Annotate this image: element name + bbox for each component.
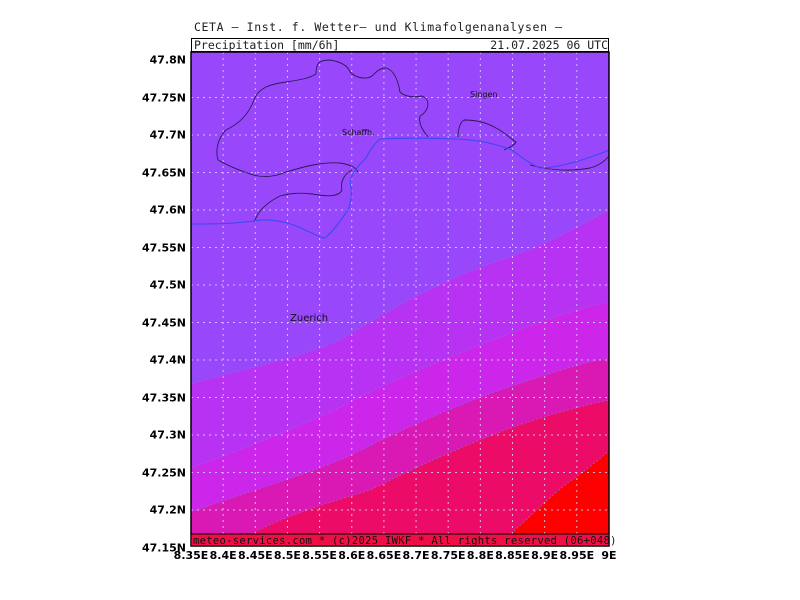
lon-tick-label: 8.65E: [366, 549, 402, 562]
field-label: Precipitation_[mm/6h]: [194, 38, 340, 52]
lat-tick-label: 47.55N: [142, 241, 186, 254]
lat-lon-grid: [191, 52, 609, 546]
place-label-singen: Singen: [470, 90, 498, 99]
lon-tick-label: 8.6E: [338, 549, 366, 562]
lon-tick-label: 8.5E: [273, 549, 301, 562]
lon-tick-label: 8.35E: [173, 549, 209, 562]
lon-tick-label: 8.95E: [559, 549, 595, 562]
border-lines: [190, 59, 610, 239]
lat-tick-label: 47.25N: [142, 466, 186, 479]
valid-time: 21.07.2025 06 UTC: [490, 38, 608, 52]
lat-tick-label: 47.35N: [142, 391, 186, 404]
lat-tick-label: 47.75N: [142, 91, 186, 104]
footer-bar: [191, 534, 609, 546]
lat-tick-label: 47.2N: [149, 503, 186, 517]
lat-tick-label: 47.5N: [149, 278, 186, 292]
precip-band-6: [495, 450, 609, 546]
lon-tick-label: 8.4E: [209, 549, 237, 562]
lon-tick-label: 8.55E: [302, 549, 337, 562]
lon-tick-label: 8.75E: [430, 549, 466, 562]
lat-tick-label: 47.15N: [142, 541, 186, 554]
lon-tick-label: 8.9E: [531, 549, 559, 562]
lat-tick-label: 47.4N: [149, 353, 186, 367]
lat-tick-label: 47.65N: [142, 166, 186, 179]
place-label-zuerich: Zuerich: [290, 313, 329, 324]
lon-tick-label: 8.7E: [402, 549, 430, 562]
lon-tick-label: 8.45E: [237, 549, 273, 562]
lon-tick-label: 9E: [601, 549, 617, 562]
lon-tick-label: 8.85E: [495, 549, 530, 562]
lat-tick-label: 47.8N: [149, 53, 186, 67]
lon-tick-label: 8.8E: [466, 549, 494, 562]
lat-tick-label: 47.7N: [149, 128, 186, 142]
place-label-schaffhausen: Schaffh.: [342, 128, 375, 137]
lat-tick-label: 47.6N: [149, 203, 186, 217]
subtitle-box: [191, 38, 609, 52]
copyright-footer: meteo-services.com * (c)2025 IWKF * All …: [193, 535, 617, 547]
lat-tick-label: 47.3N: [149, 428, 186, 442]
lat-tick-label: 47.45N: [142, 316, 186, 329]
chart-title: CETA – Inst. f. Wetter– und Klimafolgena…: [194, 20, 563, 34]
